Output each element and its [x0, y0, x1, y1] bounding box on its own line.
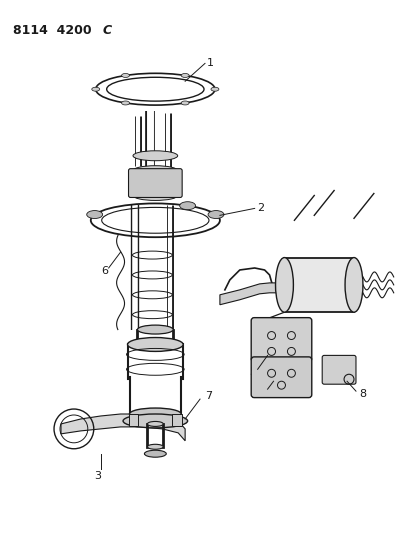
Text: 5: 5: [249, 367, 256, 377]
Bar: [172, 414, 182, 426]
Ellipse shape: [181, 74, 189, 77]
Ellipse shape: [133, 166, 178, 175]
Ellipse shape: [144, 450, 166, 457]
Text: 2: 2: [256, 204, 264, 213]
Ellipse shape: [87, 211, 103, 219]
Ellipse shape: [148, 445, 163, 449]
Ellipse shape: [133, 190, 178, 200]
Bar: [129, 414, 139, 426]
FancyBboxPatch shape: [129, 168, 182, 197]
Ellipse shape: [92, 87, 100, 91]
Ellipse shape: [148, 422, 163, 426]
FancyBboxPatch shape: [322, 356, 356, 384]
FancyBboxPatch shape: [251, 357, 312, 398]
Text: 1: 1: [207, 59, 214, 68]
Text: 4: 4: [259, 387, 266, 397]
Polygon shape: [61, 414, 185, 441]
Text: 3: 3: [94, 471, 101, 481]
Text: 8114  4200: 8114 4200: [13, 23, 92, 37]
Ellipse shape: [122, 74, 129, 77]
Ellipse shape: [133, 181, 178, 190]
Ellipse shape: [345, 257, 363, 312]
Ellipse shape: [133, 151, 178, 161]
Ellipse shape: [137, 325, 173, 334]
Ellipse shape: [211, 87, 219, 91]
Text: 7: 7: [205, 391, 212, 401]
Text: C: C: [103, 23, 112, 37]
Bar: [284, 257, 354, 312]
FancyBboxPatch shape: [251, 318, 312, 361]
Ellipse shape: [127, 337, 183, 351]
Polygon shape: [220, 283, 289, 305]
Ellipse shape: [181, 101, 189, 105]
Ellipse shape: [123, 414, 188, 428]
Ellipse shape: [131, 338, 180, 350]
Text: 6: 6: [101, 266, 108, 276]
Ellipse shape: [122, 101, 129, 105]
Text: 8: 8: [359, 389, 366, 399]
Ellipse shape: [275, 257, 293, 312]
Ellipse shape: [129, 408, 181, 420]
Ellipse shape: [180, 201, 196, 209]
Ellipse shape: [208, 211, 224, 219]
